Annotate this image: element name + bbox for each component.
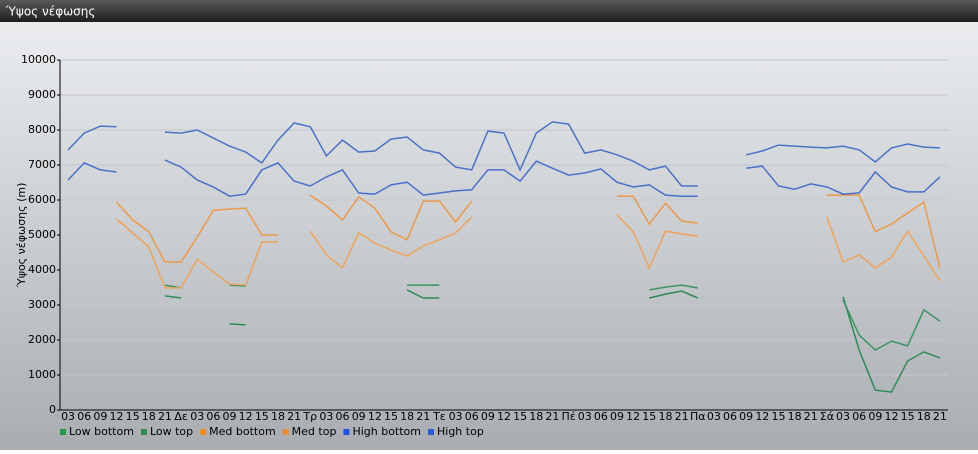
legend-swatch	[60, 429, 66, 435]
legend-label: Low bottom	[69, 425, 134, 438]
y-tick-label: 5000	[28, 228, 56, 241]
x-tick-label: 21	[158, 410, 172, 423]
x-tick-label: 12	[368, 410, 382, 423]
y-tick-label: 7000	[28, 158, 56, 171]
x-tick-label: 15	[384, 410, 398, 423]
x-tick-label: 03	[190, 410, 204, 423]
x-tick-label: 15	[513, 410, 527, 423]
y-tick-label: 8000	[28, 123, 56, 136]
x-tick-label: 03	[449, 410, 463, 423]
legend-label: Med top	[292, 425, 337, 438]
x-tick-label: 12	[497, 410, 511, 423]
x-tick-label: Τρ	[302, 410, 317, 423]
x-tick-label: 21	[545, 410, 559, 423]
series-line	[164, 284, 941, 352]
y-tick-label: 4000	[28, 263, 56, 276]
legend-label: Med bottom	[209, 425, 276, 438]
x-tick-label: 18	[529, 410, 543, 423]
x-tick-label: 18	[788, 410, 802, 423]
legend-swatch	[343, 429, 350, 435]
y-tick-label: 1000	[28, 368, 56, 381]
y-tick-label: 0	[49, 403, 56, 416]
x-tick-label: 06	[852, 410, 866, 423]
legend-label: Low top	[150, 425, 193, 438]
x-tick-label: 15	[901, 410, 915, 423]
y-tick-label: 2000	[28, 333, 56, 346]
x-tick-label: 21	[675, 410, 689, 423]
y-tick-label: 3000	[28, 298, 56, 311]
legend-label: High top	[437, 425, 484, 438]
series-line	[164, 289, 941, 393]
x-tick-label: 06	[465, 410, 479, 423]
x-tick-label: Σά	[820, 410, 834, 423]
series-line	[67, 159, 941, 197]
x-tick-label: 06	[77, 410, 91, 423]
x-tick-label: 15	[642, 410, 656, 423]
legend-swatch	[140, 429, 147, 435]
x-tick-label: Πα	[690, 410, 706, 423]
y-tick-label: 6000	[28, 193, 56, 206]
x-tick-label: 21	[416, 410, 430, 423]
x-tick-label: 12	[884, 410, 898, 423]
x-tick-label: 09	[610, 410, 624, 423]
x-tick-label: 21	[804, 410, 818, 423]
x-tick-label: 03	[319, 410, 333, 423]
series-line	[116, 214, 941, 289]
x-tick-label: 18	[142, 410, 156, 423]
y-tick-label: 10000	[21, 53, 56, 66]
x-tick-label: 12	[110, 410, 124, 423]
x-tick-label: 18	[400, 410, 414, 423]
x-tick-label: 18	[271, 410, 285, 423]
x-tick-label: 12	[239, 410, 253, 423]
y-axis-label: Ύψος νέφωσης (m)	[15, 183, 28, 289]
x-tick-label: 21	[287, 410, 301, 423]
x-tick-label: 06	[336, 410, 350, 423]
legend-swatch	[200, 429, 207, 435]
x-tick-label: 03	[707, 410, 721, 423]
x-tick-label: 03	[578, 410, 592, 423]
x-tick-label: 06	[723, 410, 737, 423]
x-tick-label: 12	[626, 410, 640, 423]
x-tick-label: 15	[771, 410, 785, 423]
x-tick-label: 09	[739, 410, 753, 423]
x-tick-label: 03	[836, 410, 850, 423]
x-tick-label: 18	[658, 410, 672, 423]
x-tick-label: Τε	[432, 410, 446, 423]
chart-title: Ύψος νέφωσης	[5, 5, 95, 19]
x-tick-label: Δε	[174, 410, 188, 423]
legend-label: High bottom	[352, 425, 421, 438]
x-tick-label: 06	[594, 410, 608, 423]
x-tick-label: 15	[126, 410, 140, 423]
x-tick-label: 03	[61, 410, 75, 423]
x-tick-label: 09	[868, 410, 882, 423]
legend-swatch	[428, 429, 434, 435]
x-tick-label: 06	[206, 410, 220, 423]
series-line	[67, 121, 940, 187]
series-line	[115, 194, 941, 269]
x-tick-label: 09	[481, 410, 495, 423]
title-bar	[0, 0, 978, 22]
x-tick-label: 18	[917, 410, 931, 423]
y-tick-label: 9000	[28, 88, 56, 101]
legend-swatch	[282, 429, 289, 435]
x-tick-label: 12	[755, 410, 769, 423]
x-tick-label: 09	[93, 410, 107, 423]
x-tick-label: 15	[255, 410, 269, 423]
x-tick-label: 09	[223, 410, 237, 423]
x-tick-label: Πέ	[561, 410, 575, 423]
x-tick-label: 21	[933, 410, 947, 423]
x-tick-label: 09	[352, 410, 366, 423]
